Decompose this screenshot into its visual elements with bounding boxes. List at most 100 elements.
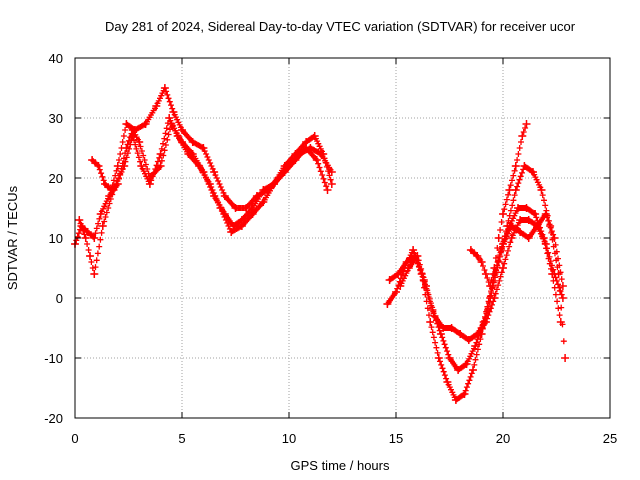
- chart-title: Day 281 of 2024, Sidereal Day-to-day VTE…: [105, 19, 576, 34]
- data-point: [466, 246, 475, 254]
- data-point: [220, 192, 229, 200]
- data-point: [481, 270, 490, 278]
- data-point: [541, 210, 550, 218]
- data-point: [507, 234, 516, 242]
- data-point: [152, 102, 161, 110]
- data-point: [537, 186, 546, 194]
- y-tick-label: -20: [44, 411, 63, 426]
- data-point: [210, 168, 219, 176]
- data-point: [499, 210, 507, 218]
- data-point: [188, 138, 197, 146]
- data-point: [484, 306, 492, 314]
- data-point: [90, 234, 99, 242]
- data-point: [98, 222, 107, 230]
- data-point: [160, 84, 169, 92]
- data-point: [507, 222, 516, 230]
- data-point: [242, 204, 251, 212]
- series-track-3: [75, 114, 332, 278]
- data-point: [516, 216, 525, 224]
- data-point: [122, 120, 131, 128]
- data-point: [96, 210, 105, 218]
- data-point: [145, 180, 154, 188]
- data-point: [141, 120, 150, 128]
- data-point: [558, 282, 567, 290]
- data-point: [422, 282, 430, 290]
- data-point: [469, 366, 477, 374]
- x-axis-label: GPS time / hours: [291, 458, 390, 473]
- y-tick-label: 40: [49, 51, 63, 66]
- data-point: [396, 282, 405, 290]
- data-point: [101, 180, 109, 188]
- data-point: [83, 228, 92, 236]
- data-point: [173, 132, 182, 140]
- data-point: [426, 318, 435, 326]
- data-point: [327, 180, 336, 188]
- y-tick-label: -10: [44, 351, 63, 366]
- data-point: [252, 192, 261, 200]
- data-point: [156, 162, 165, 170]
- data-point: [205, 180, 214, 188]
- data-point: [94, 162, 103, 170]
- y-tick-label: 20: [49, 171, 63, 186]
- data-point: [454, 366, 463, 374]
- y-tick-label: 0: [56, 291, 63, 306]
- data-point: [456, 330, 465, 338]
- data-point: [505, 186, 514, 194]
- data-point: [312, 156, 321, 164]
- series-track-4: [383, 162, 570, 404]
- data-point: [477, 324, 486, 332]
- data-point: [165, 114, 174, 122]
- data-point: [529, 168, 537, 176]
- series-line: [72, 121, 334, 247]
- data-point: [195, 162, 204, 170]
- y-tick-labels: -20 -10 0 10 20 30 40: [44, 51, 63, 426]
- data-point: [169, 108, 178, 116]
- data-point: [178, 126, 186, 134]
- series-line: [76, 115, 330, 277]
- x-tick-label: 10: [282, 431, 296, 446]
- data-point: [184, 150, 193, 158]
- data-point: [156, 150, 165, 158]
- data-point: [464, 336, 473, 344]
- data-point: [447, 324, 456, 332]
- data-point: [248, 210, 257, 218]
- data-point: [511, 162, 520, 170]
- data-point: [402, 258, 411, 266]
- series-track-8: [477, 210, 567, 332]
- data-point: [231, 204, 240, 212]
- axis-ticks: [74, 57, 611, 419]
- data-point: [550, 234, 559, 242]
- data-point: [259, 198, 268, 206]
- data-point: [499, 240, 507, 248]
- data-point: [443, 378, 452, 386]
- data-point: [520, 162, 529, 170]
- data-point: [550, 270, 559, 278]
- data-point: [302, 144, 311, 152]
- x-tick-labels: 0 5 10 15 20 25: [71, 431, 617, 446]
- data-point: [291, 156, 300, 164]
- data-point: [88, 156, 97, 164]
- data-point: [135, 138, 144, 146]
- y-tick-label: 30: [49, 111, 63, 126]
- data-point: [439, 324, 448, 332]
- data-point: [451, 396, 460, 404]
- data-point: [86, 252, 94, 260]
- series-track-7: [466, 120, 531, 290]
- x-tick-label: 5: [178, 431, 185, 446]
- data-point: [556, 318, 565, 326]
- data-point: [81, 234, 90, 242]
- data-point: [430, 312, 439, 320]
- data-point: [317, 150, 326, 158]
- data-point: [216, 204, 225, 212]
- data-point: [409, 246, 418, 254]
- data-point: [327, 168, 336, 176]
- data-points: [71, 84, 570, 404]
- x-tick-label: 15: [389, 431, 403, 446]
- data-point: [477, 258, 486, 266]
- data-point: [524, 234, 533, 242]
- data-point: [522, 204, 531, 212]
- data-point: [445, 354, 454, 362]
- data-point: [90, 270, 99, 278]
- data-point: [404, 264, 413, 272]
